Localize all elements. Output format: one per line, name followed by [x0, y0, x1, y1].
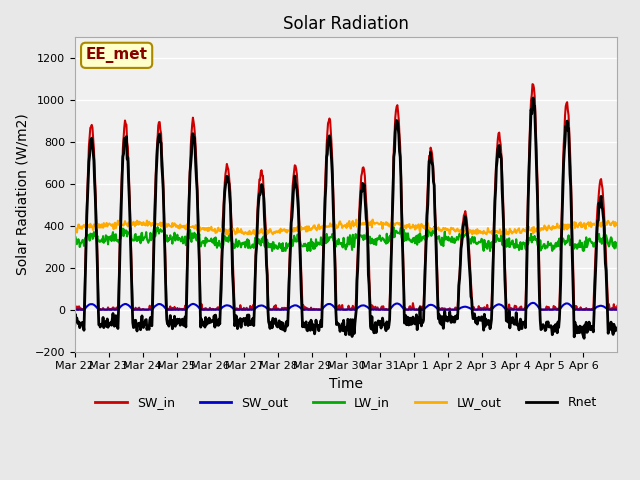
- SW_in: [72, 307, 79, 312]
- LW_in: [430, 224, 438, 229]
- LW_out: [127, 216, 134, 222]
- SW_in: [135, 305, 143, 311]
- LW_out: [135, 219, 143, 225]
- LW_in: [71, 242, 79, 248]
- SW_out: [433, 305, 440, 311]
- Y-axis label: Solar Radiation (W/m2): Solar Radiation (W/m2): [15, 114, 29, 276]
- LW_out: [71, 224, 79, 230]
- LW_in: [403, 237, 410, 243]
- SW_in: [433, 263, 441, 268]
- LW_in: [234, 240, 242, 246]
- SW_out: [134, 307, 142, 312]
- LW_out: [283, 229, 291, 235]
- LW_in: [614, 245, 621, 251]
- Line: SW_in: SW_in: [75, 84, 618, 310]
- Rnet: [402, 313, 410, 319]
- SW_out: [234, 307, 242, 312]
- LW_in: [282, 240, 290, 246]
- SW_in: [235, 307, 243, 312]
- LW_in: [434, 236, 442, 241]
- LW_out: [434, 226, 442, 231]
- SW_in: [403, 307, 410, 312]
- Rnet: [261, 228, 269, 234]
- LW_in: [261, 244, 269, 250]
- SW_in: [262, 227, 269, 232]
- SW_out: [261, 304, 269, 310]
- Rnet: [433, 250, 440, 256]
- Rnet: [580, 336, 588, 341]
- X-axis label: Time: Time: [329, 377, 363, 391]
- Text: EE_met: EE_met: [86, 48, 148, 63]
- LW_out: [236, 228, 243, 234]
- Legend: SW_in, SW_out, LW_in, LW_out, Rnet: SW_in, SW_out, LW_in, LW_out, Rnet: [90, 391, 602, 414]
- LW_out: [222, 231, 230, 237]
- Rnet: [71, 322, 79, 328]
- SW_out: [614, 307, 621, 312]
- Rnet: [614, 327, 621, 333]
- Title: Solar Radiation: Solar Radiation: [283, 15, 409, 33]
- SW_in: [282, 305, 290, 311]
- SW_out: [402, 307, 410, 312]
- SW_out: [282, 307, 289, 312]
- LW_in: [268, 248, 276, 254]
- Line: LW_in: LW_in: [75, 227, 618, 251]
- Rnet: [282, 325, 289, 331]
- Line: SW_out: SW_out: [75, 303, 618, 310]
- SW_out: [529, 300, 536, 306]
- LW_out: [403, 223, 411, 228]
- LW_in: [134, 237, 142, 243]
- Rnet: [134, 323, 142, 329]
- LW_out: [614, 221, 621, 227]
- SW_in: [71, 306, 79, 312]
- Line: LW_out: LW_out: [75, 219, 618, 234]
- Rnet: [234, 318, 242, 324]
- LW_out: [262, 228, 270, 234]
- SW_out: [71, 307, 79, 312]
- Rnet: [529, 95, 537, 101]
- SW_in: [529, 81, 536, 87]
- Line: Rnet: Rnet: [75, 98, 618, 338]
- SW_in: [614, 303, 621, 309]
